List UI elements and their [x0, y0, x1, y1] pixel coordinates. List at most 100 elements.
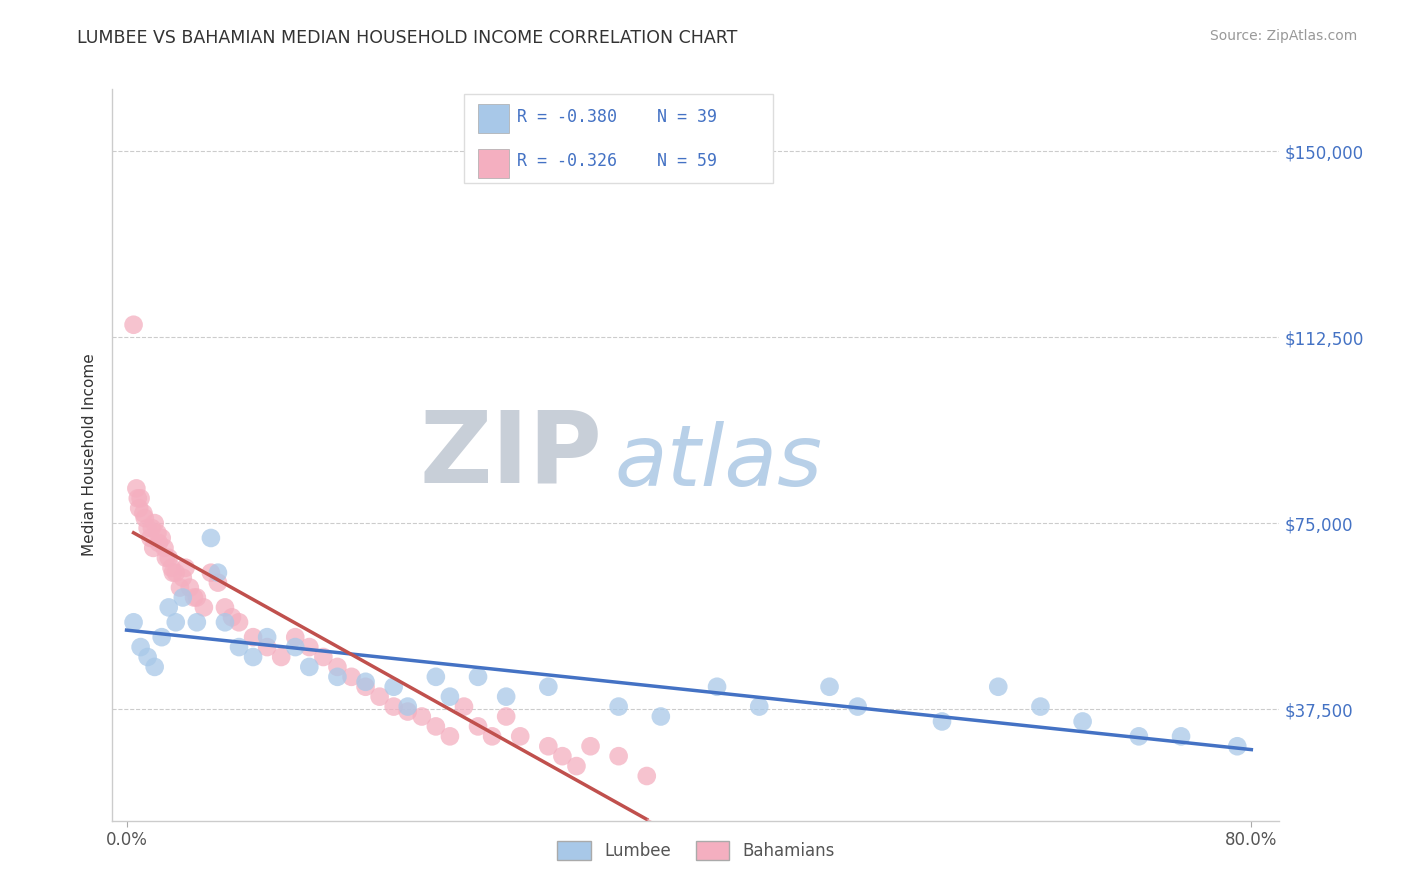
Point: [155, 550, 177, 565]
Point: [165, 566, 187, 580]
Point: [425, 719, 447, 733]
Point: [453, 699, 475, 714]
Point: [411, 709, 433, 723]
Point: [200, 566, 222, 580]
Point: [128, 501, 150, 516]
Point: [1071, 714, 1094, 729]
Text: atlas: atlas: [614, 421, 823, 504]
Point: [1226, 739, 1249, 754]
Point: [214, 600, 236, 615]
Point: [1029, 699, 1052, 714]
Point: [284, 630, 307, 644]
Point: [495, 690, 517, 704]
Point: [172, 571, 194, 585]
Point: [179, 581, 201, 595]
Text: ZIP: ZIP: [420, 407, 603, 503]
Point: [368, 690, 391, 704]
Y-axis label: Median Household Income: Median Household Income: [82, 353, 97, 557]
Point: [142, 541, 165, 555]
Point: [425, 670, 447, 684]
Point: [270, 650, 292, 665]
Point: [150, 531, 173, 545]
Point: [141, 521, 163, 535]
Point: [186, 615, 208, 630]
Point: [129, 640, 152, 654]
Point: [509, 729, 531, 743]
Point: [298, 660, 321, 674]
Point: [146, 526, 169, 541]
Point: [193, 600, 215, 615]
Point: [354, 680, 377, 694]
Point: [396, 699, 419, 714]
Text: Source: ZipAtlas.com: Source: ZipAtlas.com: [1209, 29, 1357, 43]
Point: [481, 729, 503, 743]
Point: [931, 714, 953, 729]
Text: LUMBEE VS BAHAMIAN MEDIAN HOUSEHOLD INCOME CORRELATION CHART: LUMBEE VS BAHAMIAN MEDIAN HOUSEHOLD INCO…: [77, 29, 738, 46]
Point: [256, 630, 278, 644]
Point: [312, 650, 335, 665]
Point: [565, 759, 588, 773]
Point: [242, 650, 264, 665]
Point: [636, 769, 658, 783]
Point: [172, 591, 194, 605]
Point: [228, 640, 250, 654]
Point: [136, 650, 159, 665]
Point: [382, 699, 405, 714]
Point: [607, 699, 630, 714]
Point: [207, 566, 229, 580]
Point: [148, 536, 170, 550]
Point: [143, 516, 166, 530]
Point: [122, 615, 145, 630]
Point: [1170, 729, 1192, 743]
Point: [221, 610, 243, 624]
Point: [169, 581, 191, 595]
Point: [579, 739, 602, 754]
Point: [157, 600, 180, 615]
Point: [129, 491, 152, 506]
Point: [186, 591, 208, 605]
Point: [607, 749, 630, 764]
Point: [354, 674, 377, 689]
Point: [748, 699, 770, 714]
Point: [157, 550, 180, 565]
Point: [162, 566, 184, 580]
Point: [127, 491, 149, 506]
Point: [200, 531, 222, 545]
Point: [537, 739, 560, 754]
Point: [326, 670, 349, 684]
Point: [207, 575, 229, 590]
Point: [551, 749, 574, 764]
Point: [467, 670, 489, 684]
Point: [495, 709, 517, 723]
Point: [382, 680, 405, 694]
Point: [183, 591, 205, 605]
Point: [139, 531, 162, 545]
Point: [134, 511, 156, 525]
Point: [143, 660, 166, 674]
Point: [165, 615, 187, 630]
Point: [242, 630, 264, 644]
Point: [160, 560, 183, 574]
Point: [125, 482, 148, 496]
Point: [467, 719, 489, 733]
Point: [228, 615, 250, 630]
Point: [650, 709, 672, 723]
Point: [132, 506, 155, 520]
Point: [150, 630, 173, 644]
Point: [1128, 729, 1150, 743]
Point: [439, 729, 461, 743]
Point: [122, 318, 145, 332]
Legend: Lumbee, Bahamians: Lumbee, Bahamians: [551, 835, 841, 867]
Point: [340, 670, 363, 684]
Point: [153, 541, 176, 555]
Point: [284, 640, 307, 654]
Point: [439, 690, 461, 704]
Point: [174, 560, 197, 574]
Point: [256, 640, 278, 654]
Point: [846, 699, 869, 714]
Point: [818, 680, 841, 694]
Point: [706, 680, 728, 694]
Text: R = -0.380    N = 39: R = -0.380 N = 39: [517, 108, 717, 126]
Point: [987, 680, 1010, 694]
Point: [537, 680, 560, 694]
